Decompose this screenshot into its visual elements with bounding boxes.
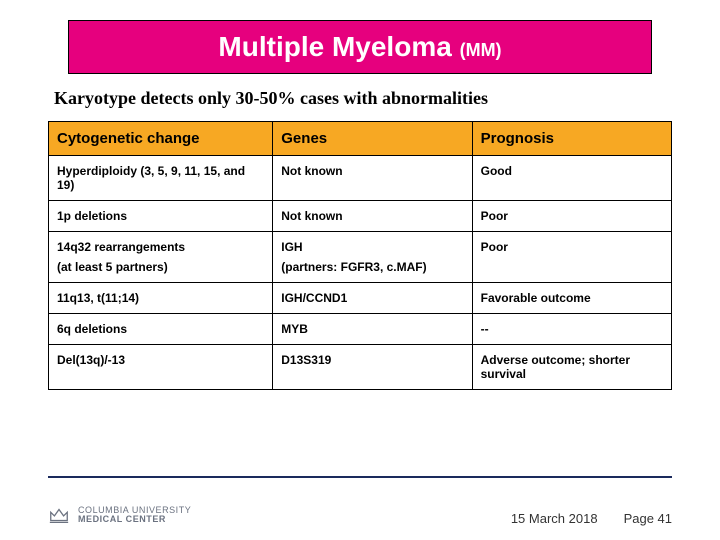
title-banner: Multiple Myeloma (MM) [68, 20, 652, 74]
cytogenetics-table: Cytogenetic change Genes Prognosis Hyper… [48, 121, 672, 390]
col-genes: Genes [273, 122, 472, 156]
cell-genes-sub: (partners: FGFR3, c.MAF) [273, 257, 472, 283]
table-row: 6q deletions MYB -- [49, 314, 672, 345]
table-body: Hyperdiploidy (3, 5, 9, 11, 15, and 19) … [49, 156, 672, 390]
cell-cytogenetic: 14q32 rearrangements [49, 232, 273, 258]
table-row: Del(13q)/-13 D13S319 Adverse outcome; sh… [49, 345, 672, 390]
cell-cytogenetic: Del(13q)/-13 [49, 345, 273, 390]
col-prognosis: Prognosis [472, 122, 671, 156]
cell-genes: IGH [273, 232, 472, 258]
cell-genes: Not known [273, 201, 472, 232]
slide-title: Multiple Myeloma (MM) [85, 31, 635, 63]
logo-text: Columbia University Medical Center [78, 506, 191, 525]
title-main: Multiple Myeloma [218, 31, 451, 62]
cell-cytogenetic-sub: (at least 5 partners) [49, 257, 273, 283]
table-header-row: Cytogenetic change Genes Prognosis [49, 122, 672, 156]
cell-prognosis: -- [472, 314, 671, 345]
cell-cytogenetic: 6q deletions [49, 314, 273, 345]
cell-prognosis: Good [472, 156, 671, 201]
cell-prognosis: Favorable outcome [472, 283, 671, 314]
table-row-sub: (at least 5 partners) (partners: FGFR3, … [49, 257, 672, 283]
cell-prognosis: Adverse outcome; shorter survival [472, 345, 671, 390]
footer-date: 15 March 2018 [511, 511, 598, 526]
cell-genes: D13S319 [273, 345, 472, 390]
subtitle: Karyotype detects only 30-50% cases with… [54, 88, 672, 109]
cell-prognosis: Poor [472, 232, 671, 258]
title-abbr: (MM) [460, 40, 502, 60]
table-row: 11q13, t(11;14) IGH/CCND1 Favorable outc… [49, 283, 672, 314]
cell-genes: MYB [273, 314, 472, 345]
cell-prognosis: Poor [472, 201, 671, 232]
cell-cytogenetic: 11q13, t(11;14) [49, 283, 273, 314]
table-row: Hyperdiploidy (3, 5, 9, 11, 15, and 19) … [49, 156, 672, 201]
cell-genes: IGH/CCND1 [273, 283, 472, 314]
cell-genes: Not known [273, 156, 472, 201]
cell-prognosis-sub [472, 257, 671, 283]
crown-icon [48, 504, 70, 526]
footer-page: Page 41 [624, 511, 672, 526]
footer: Columbia University Medical Center 15 Ma… [48, 504, 672, 526]
cell-cytogenetic: 1p deletions [49, 201, 273, 232]
slide: Multiple Myeloma (MM) Karyotype detects … [0, 0, 720, 540]
table-row: 14q32 rearrangements IGH Poor [49, 232, 672, 258]
footer-right: 15 March 2018 Page 41 [511, 511, 672, 526]
footer-rule [48, 476, 672, 478]
table-row: 1p deletions Not known Poor [49, 201, 672, 232]
cell-cytogenetic: Hyperdiploidy (3, 5, 9, 11, 15, and 19) [49, 156, 273, 201]
institution-logo: Columbia University Medical Center [48, 504, 191, 526]
col-cytogenetic: Cytogenetic change [49, 122, 273, 156]
logo-line2: Medical Center [78, 515, 191, 524]
